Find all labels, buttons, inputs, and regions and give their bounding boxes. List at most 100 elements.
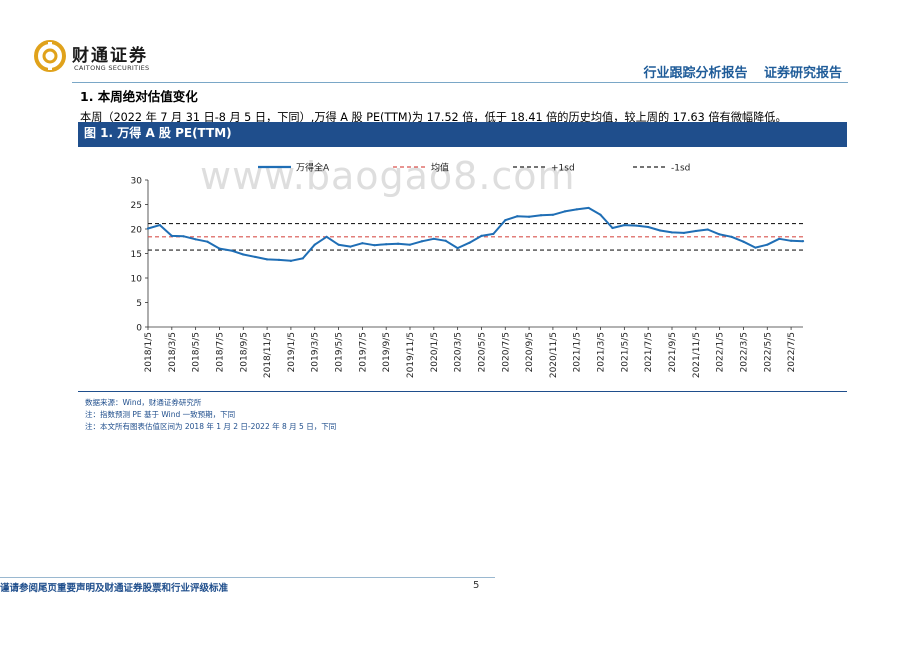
- x-tick-label: 2021/1/5: [573, 332, 583, 372]
- footer-disclaimer: 谨请参阅尾页重要声明及财通证券股票和行业评级标准: [0, 583, 229, 594]
- report-category-label: 证券研究报告: [763, 66, 842, 81]
- watermark: www.baogao8.com: [200, 154, 576, 198]
- series-point: [563, 210, 566, 213]
- series-point: [694, 229, 697, 233]
- legend-label: 均值: [431, 162, 449, 174]
- series-point: [396, 242, 400, 245]
- series-point: [170, 234, 173, 237]
- report-header-labels: 行业跟踪分析报告 证券研究报告: [631, 62, 842, 81]
- x-tick-label: 2021/5/5: [620, 332, 630, 372]
- x-tick-label: 2019/1/5: [287, 332, 297, 372]
- figure-title: 图 1. 万得 A 股 PE(TTM): [84, 126, 232, 140]
- x-tick-label: 2018/5/5: [192, 332, 202, 372]
- series-point: [349, 245, 352, 248]
- series-point: [432, 237, 435, 240]
- legend-label: +1sd: [551, 164, 575, 174]
- chart-legend: 万得全A 均值 +1sd -1sd: [258, 162, 690, 174]
- series-point: [778, 237, 781, 240]
- x-tick-label: 2019/9/5: [382, 332, 392, 372]
- series-point: [301, 257, 304, 260]
- series-point: [456, 247, 459, 250]
- x-tick-label: 2018/11/5: [263, 332, 273, 378]
- series-point: [146, 227, 150, 230]
- source-note: 数据来源：Wind，财通证券研究所: [85, 398, 202, 407]
- x-tick-label: 2020/11/5: [549, 332, 559, 378]
- body-paragraph: 本周（2022 年 7 月 31 日-8 月 5 日，下同）,万得 A 股 PE…: [80, 111, 787, 124]
- legend-label: -1sd: [671, 164, 690, 174]
- series-point: [682, 231, 686, 235]
- logo-text-en: CAITONG SECURITIES: [74, 64, 150, 72]
- y-tick-label: 5: [136, 299, 142, 309]
- series-point: [587, 206, 590, 210]
- series-point: [539, 214, 543, 217]
- series-point: [420, 240, 424, 243]
- series-point: [480, 234, 483, 237]
- series-point: [313, 243, 316, 246]
- series-point: [504, 219, 507, 222]
- series-point: [516, 215, 519, 218]
- series-point: [206, 240, 209, 243]
- figure-title-bar: [78, 122, 847, 147]
- series-point: [718, 233, 721, 236]
- x-tick-label: 2019/3/5: [311, 332, 321, 372]
- x-tick-label: 2021/9/5: [668, 332, 678, 372]
- series-point: [742, 240, 745, 243]
- series-point: [575, 208, 578, 211]
- legend-label: 万得全A: [296, 162, 330, 174]
- series-point: [182, 235, 185, 238]
- series-point: [289, 259, 293, 262]
- x-tick-label: 2019/7/5: [358, 332, 368, 372]
- x-tick-label: 2021/11/5: [692, 332, 702, 378]
- series-point: [230, 249, 233, 252]
- series-point: [706, 228, 709, 231]
- x-tick-label: 2018/1/5: [144, 332, 154, 372]
- series-point: [551, 213, 555, 216]
- x-tick-label: 2022/5/5: [763, 332, 773, 372]
- series-point: [468, 241, 471, 244]
- series-point: [218, 247, 221, 250]
- series-point: [730, 235, 733, 238]
- series-point: [444, 239, 447, 242]
- chart-plot: [146, 206, 805, 262]
- footnote-range: 注：本文所有图表估值区间为 2018 年 1 月 2 日-2022 年 8 月 …: [85, 422, 337, 431]
- series-point: [194, 238, 197, 241]
- series-point: [277, 258, 281, 261]
- page-number: 5: [473, 580, 480, 591]
- y-tick-label: 25: [131, 201, 142, 211]
- chart-axes: 0 5 10 15 20 25 30 2018/1/5 2018/3/5 2018/5/5 2018…: [131, 177, 803, 378]
- x-tick-label: 2021/3/5: [597, 332, 607, 372]
- series-point: [254, 255, 257, 259]
- x-tick-label: 2019/11/5: [406, 332, 416, 378]
- x-tick-label: 2020/5/5: [477, 332, 487, 372]
- series-point: [265, 258, 269, 261]
- x-tick-label: 2019/5/5: [335, 332, 345, 372]
- x-tick-label: 2022/7/5: [787, 332, 797, 372]
- report-type-label: 行业跟踪分析报告: [643, 66, 748, 81]
- series-point: [670, 231, 674, 234]
- series-point: [658, 229, 662, 232]
- series-point: [361, 242, 364, 245]
- x-tick-label: 2020/3/5: [454, 332, 464, 372]
- x-tick-label: 2018/3/5: [168, 332, 178, 372]
- series-point: [527, 215, 531, 218]
- series-point: [801, 240, 805, 243]
- series-line-main: [147, 206, 804, 262]
- series-point: [373, 244, 376, 247]
- series-point: [325, 235, 328, 238]
- series-point: [385, 243, 388, 246]
- y-tick-label: 30: [131, 177, 143, 187]
- x-tick-label: 2022/1/5: [716, 332, 726, 372]
- y-tick-label: 10: [131, 275, 143, 285]
- footer-divider: [0, 577, 495, 578]
- series-point: [754, 246, 757, 249]
- series-point: [647, 225, 650, 229]
- x-tick-label: 2021/7/5: [644, 332, 654, 372]
- x-tick-label: 2020/9/5: [525, 332, 535, 372]
- series-point: [492, 232, 495, 235]
- series-point: [158, 223, 162, 227]
- series-point: [766, 243, 769, 246]
- series-point: [635, 224, 638, 227]
- series-point: [337, 243, 340, 246]
- logo-text-cn: 财通证券: [72, 46, 148, 66]
- caitong-logo-icon: [34, 40, 66, 72]
